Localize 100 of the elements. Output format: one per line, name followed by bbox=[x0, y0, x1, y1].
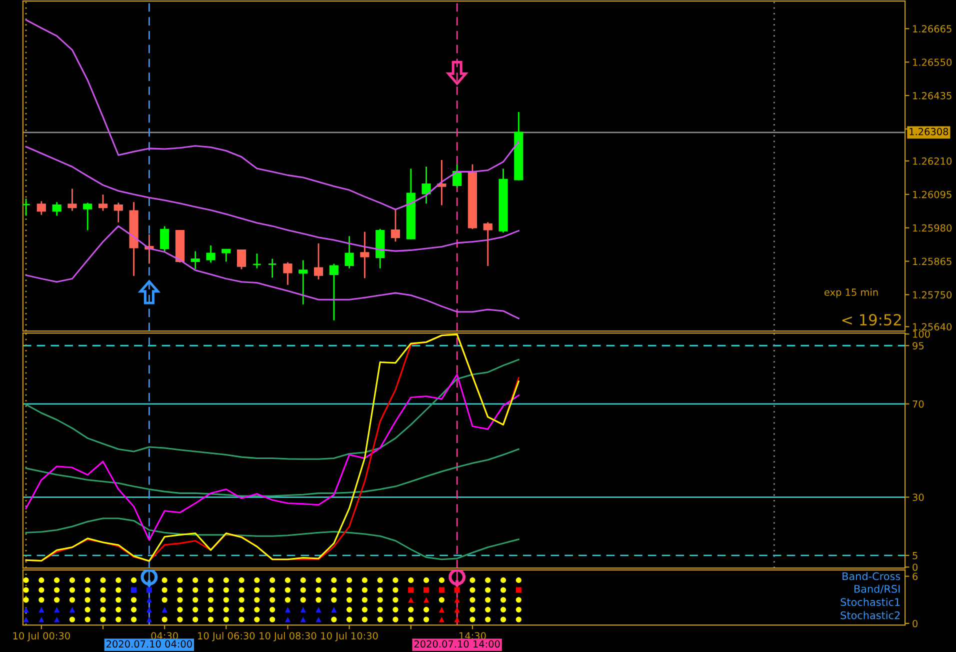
point bbox=[377, 606, 383, 612]
point bbox=[424, 587, 430, 593]
point bbox=[408, 616, 414, 622]
y-tick-label: 1.26550 bbox=[913, 58, 952, 66]
point bbox=[223, 616, 229, 622]
point bbox=[177, 616, 183, 622]
point bbox=[270, 587, 276, 593]
point bbox=[362, 597, 368, 603]
point bbox=[131, 606, 137, 612]
point bbox=[516, 597, 522, 603]
line-series bbox=[25, 374, 520, 541]
line-series bbox=[25, 518, 520, 560]
point bbox=[316, 587, 322, 593]
point bbox=[84, 616, 90, 622]
point bbox=[516, 577, 522, 583]
point bbox=[116, 597, 122, 603]
point bbox=[316, 616, 322, 622]
point bbox=[346, 597, 352, 603]
y-tick-label: 1.25640 bbox=[913, 323, 952, 330]
point bbox=[485, 616, 491, 622]
point bbox=[485, 597, 491, 603]
y-tick-label: 1.26435 bbox=[913, 92, 952, 100]
ref-line-label: 1.26308 bbox=[910, 128, 948, 136]
point bbox=[500, 577, 506, 583]
point bbox=[485, 577, 491, 583]
candlestick bbox=[360, 232, 370, 278]
point bbox=[100, 616, 106, 622]
point bbox=[54, 597, 60, 603]
point bbox=[470, 597, 476, 603]
candlestick bbox=[83, 202, 92, 230]
point bbox=[100, 577, 106, 583]
point bbox=[300, 577, 306, 583]
candlestick bbox=[483, 222, 492, 266]
point bbox=[270, 606, 276, 612]
point bbox=[38, 577, 44, 583]
point bbox=[84, 587, 90, 593]
candlestick bbox=[298, 260, 308, 304]
y-tick-label: 6 bbox=[912, 572, 918, 580]
candlestick bbox=[283, 262, 292, 285]
point bbox=[146, 606, 152, 612]
point bbox=[284, 587, 291, 593]
point bbox=[424, 616, 430, 622]
point bbox=[300, 606, 306, 612]
point bbox=[238, 597, 244, 603]
annotation: Band-Cross bbox=[842, 572, 900, 580]
point bbox=[454, 606, 460, 612]
point bbox=[254, 577, 260, 583]
point bbox=[116, 587, 122, 593]
point bbox=[346, 616, 352, 622]
point bbox=[162, 587, 168, 593]
point bbox=[131, 616, 137, 622]
point bbox=[438, 597, 444, 603]
y-tick-label: 95 bbox=[912, 342, 924, 350]
point bbox=[116, 606, 122, 612]
point bbox=[208, 616, 214, 622]
point bbox=[146, 587, 152, 593]
point bbox=[162, 616, 168, 622]
point bbox=[500, 597, 506, 603]
point bbox=[208, 606, 214, 612]
candlestick bbox=[22, 198, 31, 216]
point bbox=[346, 587, 352, 593]
y-tick-label: 70 bbox=[912, 400, 924, 408]
point bbox=[500, 606, 506, 612]
point bbox=[100, 606, 106, 612]
y-tick-label: 1.26210 bbox=[913, 157, 952, 165]
point bbox=[392, 577, 398, 583]
point bbox=[346, 606, 352, 612]
point bbox=[131, 577, 137, 583]
point bbox=[192, 616, 198, 622]
point bbox=[316, 577, 322, 583]
candlestick bbox=[237, 250, 246, 270]
point bbox=[146, 616, 152, 622]
y-tick-label: 100 bbox=[913, 330, 930, 338]
point bbox=[438, 616, 444, 622]
point bbox=[377, 597, 383, 603]
point bbox=[424, 606, 430, 612]
point bbox=[192, 577, 198, 583]
point bbox=[424, 577, 430, 583]
candlestick bbox=[390, 209, 400, 242]
annotation: Band/RSI bbox=[854, 584, 900, 594]
point bbox=[146, 597, 152, 603]
point bbox=[23, 606, 29, 612]
point bbox=[500, 616, 506, 622]
line-series bbox=[25, 448, 520, 497]
point bbox=[485, 587, 491, 593]
point bbox=[238, 587, 244, 593]
point bbox=[223, 577, 229, 583]
point bbox=[408, 587, 414, 593]
point bbox=[254, 597, 260, 603]
point bbox=[38, 597, 44, 603]
point bbox=[470, 587, 476, 593]
ref-line-label: 2020.07.10 14:00 bbox=[414, 640, 500, 648]
x-tick-label: 10 Jul 00:30 bbox=[13, 632, 70, 642]
point bbox=[470, 577, 476, 583]
point bbox=[162, 597, 168, 603]
point bbox=[331, 577, 337, 583]
point bbox=[408, 577, 414, 583]
point bbox=[84, 606, 90, 612]
point bbox=[316, 597, 322, 603]
point bbox=[270, 597, 276, 603]
